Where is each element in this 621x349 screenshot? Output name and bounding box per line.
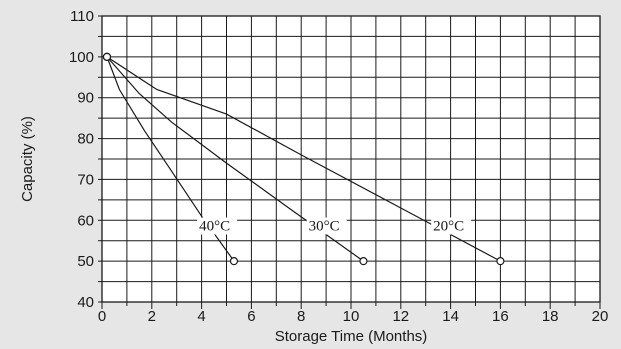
grid-lines [102,16,600,302]
series-label: 20°C [433,219,464,235]
series-label-backdrop [197,217,238,235]
y-tick-label: 110 [70,8,94,25]
x-tick-label: 14 [442,308,459,325]
x-tick-label: 12 [392,308,409,325]
x-axis-title: Storage Time (Months) [275,328,428,345]
y-axis-title: Capacity (%) [19,116,36,202]
x-tick-label: 8 [297,308,305,325]
series-labels: 40°C 30°C 20°C [197,217,472,235]
series-line-2 [106,56,501,262]
series-end-markers [102,52,505,266]
y-tick-label: 70 [77,171,94,188]
y-tick-label: 40 [77,294,94,311]
series-end-marker [359,257,368,266]
x-axis-tick-labels: 0 2 4 6 8 10 12 14 16 18 20 [98,308,609,325]
series-label-backdrop [306,217,347,235]
x-tick-label: 2 [148,308,156,325]
plot-frame [101,15,601,303]
y-tick-label: 100 [69,49,94,66]
x-tick-label: 18 [542,308,559,325]
y-tick-label: 60 [77,212,94,229]
x-tick-label: 20 [592,308,609,325]
y-tick-label: 90 [77,90,94,107]
series-label: 30°C [309,219,340,235]
series-label-backdrop [431,217,472,235]
series-end-marker [229,257,239,266]
series-label: 40°C [199,219,230,235]
x-tick-label: 16 [492,308,509,325]
series-start-marker [102,52,112,61]
x-tick-label: 10 [343,308,360,325]
series-line-1 [106,56,364,262]
y-axis-tick-labels: 40 50 60 70 80 90 100 110 [69,8,94,311]
y-tick-label: 50 [77,253,94,270]
x-tick-label: 0 [98,308,106,325]
x-tick-label: 4 [197,308,205,325]
y-tick-label: 80 [77,131,94,148]
minor-ticks [98,15,601,309]
series-end-marker [496,257,505,266]
x-tick-label: 6 [247,308,255,325]
